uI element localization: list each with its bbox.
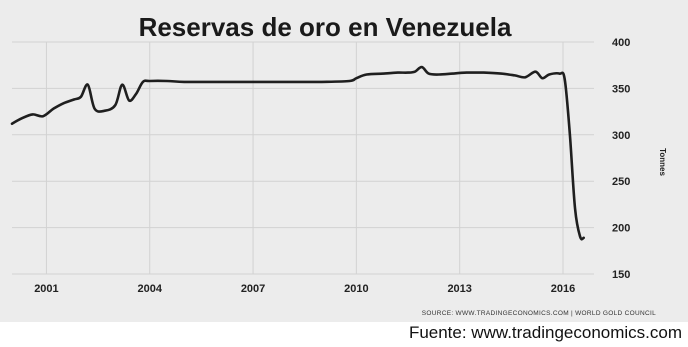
data-point <box>114 104 116 106</box>
data-point <box>466 72 468 74</box>
data-point <box>559 73 561 75</box>
data-point <box>383 73 385 75</box>
data-point <box>73 98 75 101</box>
y-tick-label: 300 <box>612 130 630 142</box>
chart-frame: 2001 2004 2007 2010 2013 2016 400 350 300 250 200… <box>0 0 688 322</box>
data-point <box>63 102 65 104</box>
data-point <box>541 77 543 79</box>
series-line-gold-reserves <box>10 65 585 241</box>
data-point <box>564 78 566 80</box>
data-point <box>397 72 399 74</box>
data-point <box>579 236 581 238</box>
data-point <box>348 80 351 82</box>
y-tick-label: 350 <box>612 83 630 95</box>
data-point <box>438 73 440 76</box>
data-point <box>183 81 185 83</box>
data-point <box>87 84 89 86</box>
data-point <box>414 71 416 73</box>
grid <box>12 41 594 275</box>
data-point <box>94 108 96 110</box>
data-point <box>42 115 44 117</box>
data-point <box>149 80 151 82</box>
y-axis: 400 350 300 250 200 150 <box>612 37 630 281</box>
data-point <box>135 93 137 95</box>
chart-title: Reservas de oro en Venezuela <box>139 12 512 42</box>
data-point <box>32 113 34 115</box>
y-tick-label: 400 <box>612 37 630 49</box>
y-axis-label: Tonnes <box>658 148 667 176</box>
data-point <box>286 81 289 83</box>
data-point <box>574 208 576 210</box>
data-point <box>514 74 516 76</box>
y-tick-label: 250 <box>612 176 630 188</box>
data-point <box>421 66 423 68</box>
data-point <box>218 81 220 83</box>
gold-reserves-chart: 2001 2004 2007 2010 2013 2016 400 350 300 250 200… <box>10 12 667 317</box>
y-tick-label: 200 <box>612 223 630 235</box>
data-point <box>121 84 123 86</box>
data-point <box>52 108 54 110</box>
data-point <box>166 80 168 82</box>
x-tick-label: 2007 <box>241 283 265 295</box>
x-tick-label: 2016 <box>551 283 575 295</box>
data-point <box>104 110 106 112</box>
data-point <box>80 96 82 98</box>
data-point <box>128 99 130 102</box>
data-point <box>548 73 550 76</box>
caption: Fuente: www.tradingeconomics.com <box>408 323 682 342</box>
data-point <box>452 73 454 75</box>
x-tick-label: 2004 <box>138 283 163 295</box>
x-tick-label: 2013 <box>447 283 471 295</box>
data-point <box>321 81 323 83</box>
data-point <box>569 134 571 136</box>
data-point <box>142 81 144 83</box>
series-layer <box>10 65 585 241</box>
data-point <box>428 73 430 75</box>
data-point <box>524 76 526 78</box>
data-point <box>366 73 368 76</box>
data-point <box>583 237 585 239</box>
data-point <box>500 73 502 75</box>
source-note: SOURCE: WWW.TRADINGECONOMICS.COM | WORLD… <box>422 310 656 317</box>
data-point <box>355 77 357 79</box>
data-point <box>534 71 537 73</box>
data-point <box>407 72 409 74</box>
x-axis: 2001 2004 2007 2010 2013 2016 <box>34 283 575 295</box>
data-point <box>483 72 485 74</box>
x-tick-label: 2010 <box>344 283 368 295</box>
x-tick-label: 2001 <box>34 283 58 295</box>
data-point <box>252 81 254 83</box>
data-point <box>21 117 23 119</box>
data-point <box>11 123 13 125</box>
y-tick-label: 150 <box>612 269 630 281</box>
